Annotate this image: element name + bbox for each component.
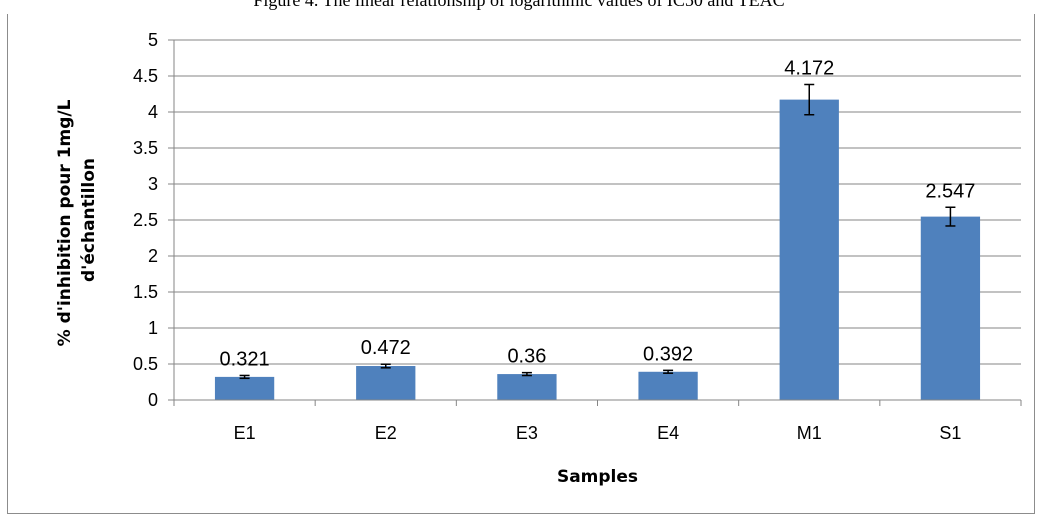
y-tick-label: 4 — [148, 102, 158, 122]
y-tick-label: 3 — [148, 174, 158, 194]
x-axis-title: Samples — [557, 467, 638, 487]
bar-e1 — [214, 376, 275, 400]
x-tick-label: M1 — [797, 423, 822, 443]
data-label: 2.547 — [925, 180, 975, 202]
labels: 0 0.5 1 1.5 2 2.5 3 3.5 4 4.5 5 0.321 E1 0.472 E2 0.36 E… — [133, 30, 975, 443]
y-axis-title-line-2: d'échantillon — [79, 158, 99, 282]
bars — [214, 83, 981, 400]
data-label: 0.392 — [643, 343, 693, 365]
y-tick-label: 0 — [148, 390, 158, 410]
y-tick-label: 5 — [148, 30, 158, 50]
y-tick-label: 1 — [148, 318, 158, 338]
x-tick-label: E3 — [516, 423, 538, 443]
chart-frame — [7, 14, 1035, 514]
y-axis-title-line-1: % d'inhibition pour 1mg/L — [55, 99, 75, 346]
x-tick-label: E2 — [375, 423, 397, 443]
data-label: 0.321 — [220, 348, 270, 370]
y-tick-label: 1.5 — [133, 282, 158, 302]
gridlines — [168, 39, 1022, 406]
data-label: 0.36 — [507, 346, 546, 368]
axes — [173, 40, 1021, 401]
bar-m1 — [779, 99, 839, 400]
data-label: 4.172 — [784, 57, 834, 79]
bar-e3 — [497, 374, 557, 400]
y-tick-label: 3.5 — [133, 138, 158, 158]
bar-e4 — [638, 371, 698, 400]
y-tick-label: 2 — [148, 246, 158, 266]
figure-caption: Figure 4. The linear relationship of log… — [253, 0, 785, 10]
bar-s1 — [920, 216, 981, 400]
x-tick-label: S1 — [939, 423, 961, 443]
bar-e2 — [356, 366, 416, 400]
y-tick-label: 2.5 — [133, 210, 158, 230]
y-axis-title: % d'inhibition pour 1mg/L d'échantillon — [55, 94, 99, 347]
y-tick-label: 0.5 — [133, 354, 158, 374]
x-tick-label: E4 — [657, 423, 679, 443]
x-tick-label: E1 — [234, 423, 256, 443]
data-label: 0.472 — [361, 337, 411, 359]
y-tick-label: 4.5 — [133, 66, 158, 86]
